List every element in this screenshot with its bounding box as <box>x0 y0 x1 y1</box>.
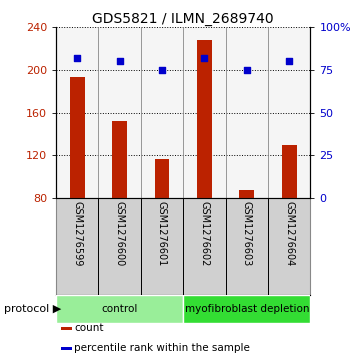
Text: control: control <box>101 304 138 314</box>
Bar <box>141 198 183 295</box>
Bar <box>268 27 310 198</box>
Bar <box>226 27 268 198</box>
Bar <box>183 198 226 295</box>
Bar <box>282 144 297 198</box>
Bar <box>239 191 254 198</box>
Point <box>117 58 122 64</box>
Point <box>286 58 292 64</box>
Text: percentile rank within the sample: percentile rank within the sample <box>74 343 250 354</box>
Bar <box>268 198 310 295</box>
Bar <box>56 198 98 295</box>
Title: GDS5821 / ILMN_2689740: GDS5821 / ILMN_2689740 <box>92 12 274 26</box>
Bar <box>197 40 212 198</box>
Bar <box>70 77 84 198</box>
Text: count: count <box>74 323 104 333</box>
Text: GSM1276604: GSM1276604 <box>284 201 294 266</box>
Bar <box>112 121 127 198</box>
Text: GSM1276602: GSM1276602 <box>199 201 209 266</box>
Bar <box>56 27 98 198</box>
Bar <box>98 27 141 198</box>
Bar <box>183 295 310 323</box>
Text: protocol ▶: protocol ▶ <box>4 304 61 314</box>
Text: GSM1276603: GSM1276603 <box>242 201 252 266</box>
Point <box>74 55 80 61</box>
Bar <box>226 198 268 295</box>
Bar <box>56 295 183 323</box>
Text: GSM1276601: GSM1276601 <box>157 201 167 266</box>
Point <box>244 67 250 73</box>
Text: GSM1276599: GSM1276599 <box>72 201 82 266</box>
Bar <box>155 159 169 198</box>
Text: GSM1276600: GSM1276600 <box>114 201 125 266</box>
Text: myofibroblast depletion: myofibroblast depletion <box>184 304 309 314</box>
Bar <box>61 327 72 330</box>
Bar <box>98 198 141 295</box>
Point <box>201 55 207 61</box>
Bar <box>141 27 183 198</box>
Point <box>159 67 165 73</box>
Bar <box>183 27 226 198</box>
Bar <box>61 347 72 350</box>
